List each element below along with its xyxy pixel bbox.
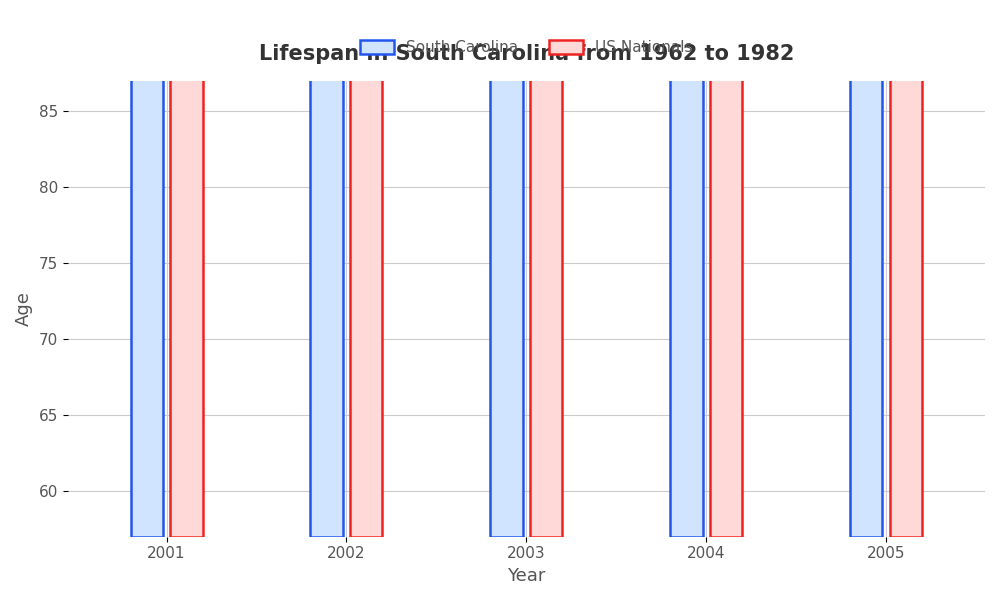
Title: Lifespan in South Carolina from 1962 to 1982: Lifespan in South Carolina from 1962 to … bbox=[259, 44, 794, 64]
Bar bbox=[850, 0, 882, 537]
Bar bbox=[131, 0, 163, 537]
Bar bbox=[670, 0, 703, 537]
Bar bbox=[170, 0, 203, 537]
X-axis label: Year: Year bbox=[507, 567, 546, 585]
Bar bbox=[890, 0, 922, 537]
Bar bbox=[530, 0, 562, 537]
Bar bbox=[710, 0, 742, 537]
Bar bbox=[310, 0, 343, 537]
Legend: South Carolina, US Nationals: South Carolina, US Nationals bbox=[354, 34, 698, 61]
Y-axis label: Age: Age bbox=[15, 292, 33, 326]
Bar bbox=[490, 0, 523, 537]
Bar bbox=[350, 0, 382, 537]
